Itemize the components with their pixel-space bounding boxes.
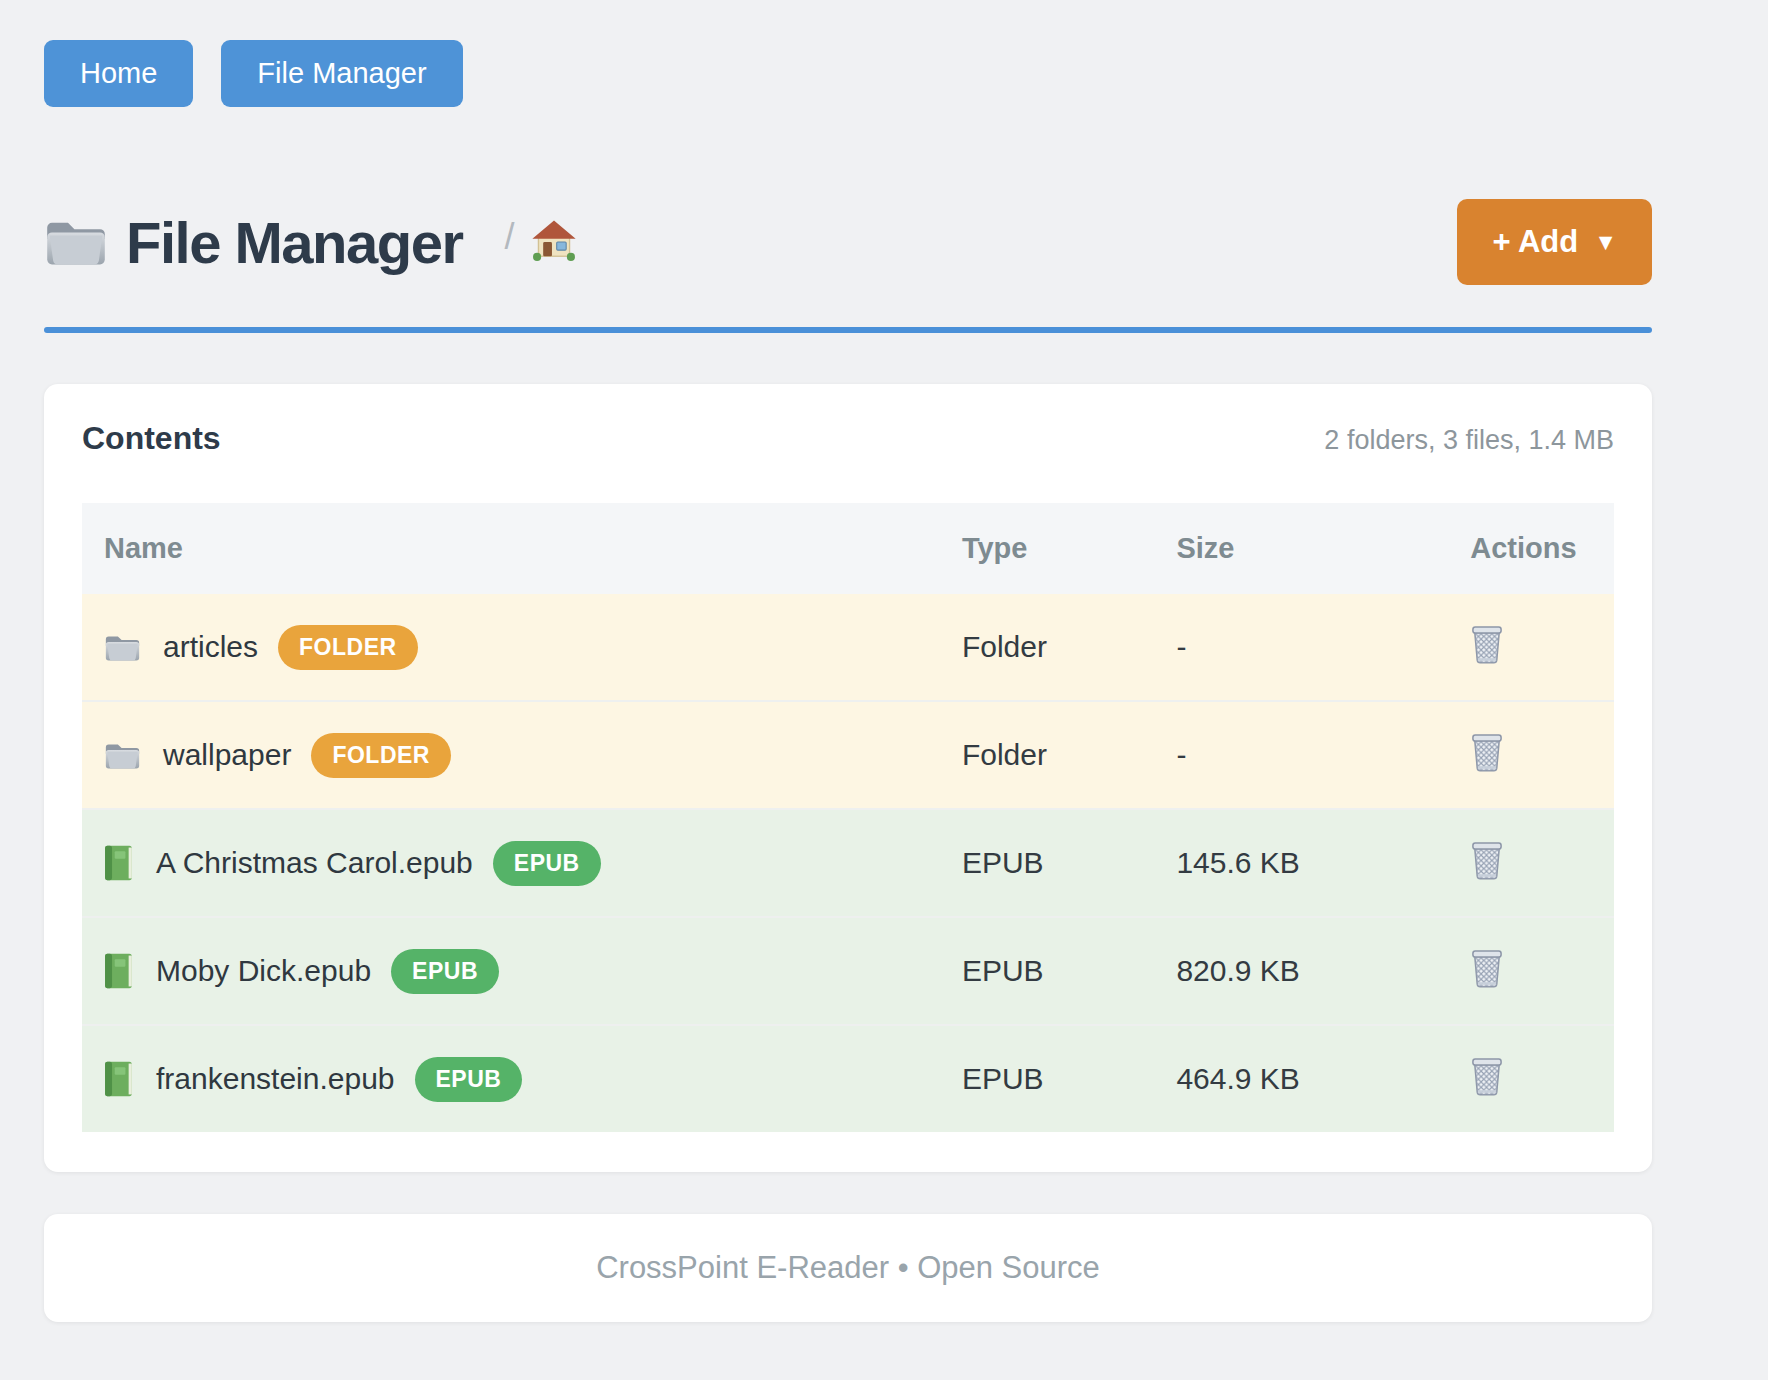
page-header: File Manager / + Add ▼ [44, 199, 1652, 285]
contents-summary: 2 folders, 3 files, 1.4 MB [1324, 425, 1614, 456]
title-underline [44, 327, 1652, 333]
home-icon[interactable] [531, 217, 577, 263]
table-row: wallpaper FOLDER Folder - [82, 701, 1614, 809]
column-header-size: Size [1154, 503, 1384, 594]
wastebasket-icon [1470, 731, 1504, 775]
nav-file-manager-button[interactable]: File Manager [221, 40, 462, 107]
file-table: Name Type Size Actions articles FOLDER [82, 503, 1614, 1132]
delete-button[interactable] [1470, 1055, 1504, 1099]
file-name[interactable]: wallpaper [163, 738, 291, 772]
contents-card: Contents 2 folders, 3 files, 1.4 MB Name… [44, 384, 1652, 1172]
folder-icon [104, 632, 141, 663]
footer: CrossPoint E-Reader • Open Source [44, 1214, 1652, 1322]
book-icon [104, 844, 134, 882]
folder-icon [44, 214, 108, 270]
delete-button[interactable] [1470, 947, 1504, 991]
delete-button[interactable] [1470, 839, 1504, 883]
file-type: Folder [940, 701, 1154, 809]
nav-home-button[interactable]: Home [44, 40, 193, 107]
contents-card-header: Contents 2 folders, 3 files, 1.4 MB [82, 420, 1614, 457]
top-nav: Home File Manager [44, 40, 1652, 107]
file-table-body: articles FOLDER Folder - [82, 594, 1614, 1132]
column-header-name: Name [82, 503, 940, 594]
file-name[interactable]: articles [163, 630, 258, 664]
file-type: EPUB [940, 1025, 1154, 1132]
file-size: 820.9 KB [1154, 917, 1384, 1025]
add-button-label: + Add [1492, 224, 1578, 260]
column-header-type: Type [940, 503, 1154, 594]
type-badge: EPUB [493, 841, 601, 886]
file-type: EPUB [940, 917, 1154, 1025]
chevron-down-icon: ▼ [1594, 231, 1617, 254]
book-icon [104, 952, 134, 990]
page-container: Home File Manager File Manager / + Add ▼ [44, 0, 1652, 1322]
wastebasket-icon [1470, 839, 1504, 883]
file-size: 464.9 KB [1154, 1025, 1384, 1132]
book-icon [104, 1060, 134, 1098]
file-type: Folder [940, 594, 1154, 701]
file-size: 145.6 KB [1154, 809, 1384, 917]
wastebasket-icon [1470, 1055, 1504, 1099]
footer-text: CrossPoint E-Reader • Open Source [596, 1250, 1100, 1285]
delete-button[interactable] [1470, 731, 1504, 775]
delete-button[interactable] [1470, 623, 1504, 667]
type-badge: EPUB [415, 1057, 523, 1102]
table-row: articles FOLDER Folder - [82, 594, 1614, 701]
file-name[interactable]: Moby Dick.epub [156, 954, 371, 988]
table-header-row: Name Type Size Actions [82, 503, 1614, 594]
type-badge: FOLDER [311, 733, 451, 778]
type-badge: EPUB [391, 949, 499, 994]
file-name[interactable]: A Christmas Carol.epub [156, 846, 473, 880]
page-title: File Manager [126, 209, 463, 276]
folder-icon [104, 740, 141, 771]
table-row: frankenstein.epub EPUB EPUB 464.9 KB [82, 1025, 1614, 1132]
type-badge: FOLDER [278, 625, 418, 670]
file-type: EPUB [940, 809, 1154, 917]
add-button[interactable]: + Add ▼ [1457, 199, 1652, 285]
wastebasket-icon [1470, 623, 1504, 667]
table-row: Moby Dick.epub EPUB EPUB 820.9 KB [82, 917, 1614, 1025]
wastebasket-icon [1470, 947, 1504, 991]
breadcrumb: / [505, 217, 577, 267]
file-size: - [1154, 701, 1384, 809]
contents-title: Contents [82, 420, 221, 457]
file-name[interactable]: frankenstein.epub [156, 1062, 395, 1096]
table-row: A Christmas Carol.epub EPUB EPUB 145.6 K… [82, 809, 1614, 917]
file-size: - [1154, 594, 1384, 701]
column-header-actions: Actions [1384, 503, 1614, 594]
breadcrumb-separator: / [505, 219, 515, 263]
